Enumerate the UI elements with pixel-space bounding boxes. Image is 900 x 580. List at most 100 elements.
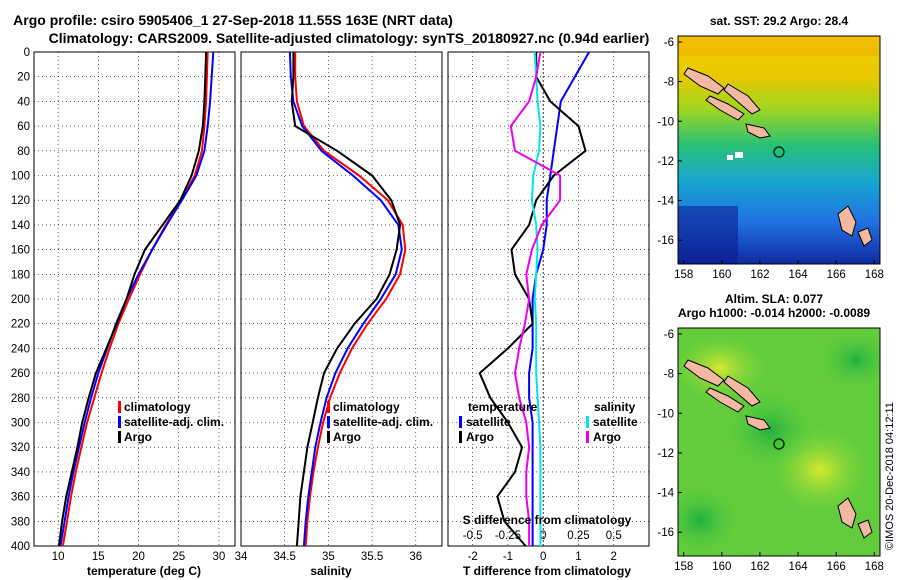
x-tick-label: 35.5 (361, 551, 383, 563)
island-shape (705, 95, 745, 121)
legend-temp-satellite-label: satellite (466, 415, 511, 429)
legend-argo-swatch (118, 431, 121, 443)
island-shape (683, 359, 725, 387)
map-lat-tick-label: -10 (657, 408, 674, 420)
depth-tick-label: 260 (11, 368, 30, 380)
x-tick-label: 30 (213, 551, 226, 563)
argo-float-marker (773, 146, 785, 158)
depth-tick-label: 240 (11, 343, 30, 355)
legend-satellite-adj-label: satellite-adj. clim. (333, 415, 433, 429)
map-lat-tick-label: -8 (664, 369, 674, 381)
legend-argo-label: Argo (124, 430, 152, 444)
legend-temperature-heading: temperature (468, 400, 538, 414)
island-shape (837, 497, 857, 529)
legend-temp-argo-swatch (459, 431, 462, 443)
legend-climatology-swatch (118, 401, 121, 413)
x-tick-label: 1 (575, 551, 581, 563)
s-difference-axis-label: S difference from climatology (463, 513, 632, 527)
island-shape (723, 83, 761, 115)
sla-map-subtitle: Argo h1000: -0.014 h2000: -0.0089 (678, 306, 870, 320)
difference-legend: temperature satellite Argo salinity sate… (459, 400, 638, 444)
depth-tick-label: 60 (17, 121, 30, 133)
x-tick-label: -2 (468, 551, 478, 563)
depth-tick-label: 80 (17, 146, 30, 158)
legend-argo-label: Argo (333, 430, 361, 444)
grid-lines (34, 51, 649, 547)
sla-low-anomaly (678, 485, 740, 555)
legend-satellite-adj-label: satellite-adj. clim. (124, 415, 224, 429)
x-tick-label: -1 (503, 551, 513, 563)
salinity-legend: climatology satellite-adj. clim. Argo (327, 400, 433, 444)
x-tick-label: 20 (132, 551, 145, 563)
map-lat-tick-label: -10 (657, 116, 674, 128)
sla-map (678, 328, 880, 556)
island-shape (705, 387, 745, 413)
legend-climatology-label: climatology (124, 400, 191, 414)
x-tick-label: 0 (540, 551, 546, 563)
legend-temp-satellite-swatch (459, 416, 462, 428)
salinity-axis-label: salinity (310, 564, 352, 578)
legend-sal-argo-swatch (586, 431, 589, 443)
depth-tick-label: 280 (11, 393, 30, 405)
depth-tick-label: 340 (11, 467, 30, 479)
island-shape (683, 67, 725, 95)
x-tick-label: 35 (322, 551, 335, 563)
map-lat-tick-label: -14 (657, 488, 674, 500)
map-lon-tick-label: 168 (865, 269, 884, 281)
profile-lines (57, 51, 590, 547)
s-difference-tick-label: -0.5 (463, 530, 483, 542)
depth-tick-label: 200 (11, 294, 30, 306)
sst-map (678, 36, 880, 264)
sst-warm-band (678, 36, 880, 56)
depth-tick-label: 120 (11, 195, 30, 207)
depth-tick-label: 360 (11, 492, 30, 504)
legend-satellite-adj-swatch (118, 416, 121, 428)
legend-climatology-label: climatology (333, 400, 400, 414)
x-tick-label: 25 (172, 551, 185, 563)
temperature-axis-label: temperature (deg C) (87, 564, 201, 578)
series-line-salinity-argo (509, 51, 562, 546)
legend-temp-argo-label: Argo (466, 430, 494, 444)
legend-sal-argo-label: Argo (593, 430, 621, 444)
sla-high-anomaly (678, 334, 768, 402)
legend-argo-swatch (327, 431, 330, 443)
map-lat-tick-label: -16 (657, 235, 674, 247)
map-lon-tick-label: 168 (865, 561, 884, 573)
legend-sal-satellite-label: satellite (593, 415, 638, 429)
sla-low-anomaly (725, 390, 815, 470)
temperature-legend: climatology satellite-adj. clim. Argo (118, 400, 224, 444)
argo-float-marker (773, 438, 785, 450)
legend-salinity-heading: salinity (594, 400, 636, 414)
island-shape (745, 415, 771, 431)
depth-tick-label: 140 (11, 220, 30, 232)
island-shape (837, 205, 857, 237)
series-line-temperature-satellite (528, 51, 590, 546)
map-lat-tick-label: -14 (657, 196, 674, 208)
map-lon-tick-label: 166 (827, 561, 846, 573)
depth-tick-label: 40 (17, 96, 30, 108)
depth-tick-label: 220 (11, 319, 30, 331)
x-tick-label: 34 (235, 551, 248, 563)
x-tick-label: 15 (92, 551, 105, 563)
sst-map-frame (677, 35, 881, 265)
map-lon-tick-label: 160 (712, 561, 731, 573)
map-axis-ticks: 158 160 162 164 166 168 -6 -8 -10 -12 -14 -16 158 160… (657, 37, 884, 573)
map-lon-tick-label: 158 (674, 269, 693, 281)
x-tick-label: 10 (52, 551, 65, 563)
x-tick-label: 2 (611, 551, 617, 563)
sst-cold-corner (678, 206, 738, 264)
map-lon-tick-label: 162 (750, 269, 769, 281)
tick-labels: 0204060801001201401601802002202402602803… (11, 47, 622, 563)
legend-climatology-swatch (327, 401, 330, 413)
s-difference-tick-label: 0 (540, 530, 546, 542)
series-line-salinity-satellite (530, 51, 542, 546)
island-shape (857, 227, 873, 247)
sla-map-frame (677, 327, 881, 557)
map-lat-tick-label: -8 (664, 77, 674, 89)
island-shape (745, 123, 771, 139)
depth-tick-label: 160 (11, 245, 30, 257)
map-lat-tick-label: -6 (664, 37, 674, 49)
map-lon-tick-label: 164 (788, 561, 808, 573)
map-lat-tick-label: -6 (664, 329, 674, 341)
